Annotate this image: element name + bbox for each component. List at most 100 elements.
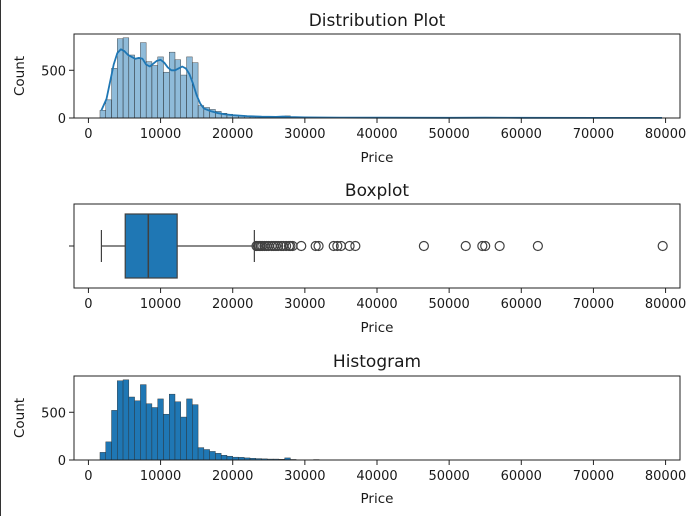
distribution-plot-xlabel: Price [361,150,394,166]
boxplot-xtick-label: 30000 [284,297,325,312]
histogram-bar [117,380,124,461]
distribution-plot-bar [128,54,135,119]
boxplot-xtick-label: 0 [84,297,92,312]
distribution-plot-bar [180,74,187,119]
histogram-xtick-label: 20000 [212,469,253,484]
histogram-bar [186,398,193,461]
histogram-yticks: 0 500 [41,406,74,469]
distribution-plot-bar [111,68,118,119]
distribution-plot-bar [169,51,176,119]
distribution-plot-xtick-label: 0 [84,127,92,142]
histogram-xlabel: Price [361,491,394,507]
histogram-bar [169,393,176,461]
distribution-plot-kde-line [100,48,662,119]
histogram-bar [140,384,147,461]
boxplot-xtick-label: 40000 [356,297,397,312]
histogram-bar [163,413,170,461]
histogram-bar [134,400,141,461]
boxplot-xlabel: Price [361,320,394,336]
distribution-plot-xtick-label: 20000 [212,127,253,142]
boxplot-outlier [532,240,543,252]
distribution-plot-ytick-label: 500 [41,64,66,79]
distribution-plot-xtick-label: 10000 [140,127,181,142]
boxplot-marks [100,213,668,279]
histogram-ytick-label: 500 [41,406,66,421]
histogram-xtick-label: 80000 [645,469,686,484]
histogram-ytick-label: 0 [58,454,66,469]
distribution-plot-xtick-label: 70000 [573,127,614,142]
histogram-xtick-label: 50000 [428,469,469,484]
distribution-plot-yticks: 0 500 [41,64,74,127]
histogram-xtick-label: 40000 [356,469,397,484]
boxplot-outlier [273,240,284,252]
boxplot-xtick-label: 20000 [212,297,253,312]
histogram-xticks: 0 10000 20000 30000 40000 50000 60000 70000 8000… [84,460,686,484]
distribution-plot-xtick-label: 60000 [501,127,542,142]
histogram-title: Histogram [333,352,421,372]
histogram-xtick-label: 0 [84,469,92,484]
histogram-xtick-label: 10000 [140,469,181,484]
boxplot-box [124,213,178,279]
histogram-bar [151,407,158,461]
histogram-bar [226,455,233,461]
distribution-plot-xtick-label: 30000 [284,127,325,142]
boxplot-panel: Boxplot 0 10000 20000 30000 40000 50000 60000 7… [69,181,686,336]
histogram-ylabel: Count [12,398,28,438]
distribution-plot-xtick-label: 50000 [428,127,469,142]
histogram-xtick-label: 30000 [284,469,325,484]
histogram-bar [111,410,118,461]
histogram-xtick-label: 70000 [573,469,614,484]
histogram-bar [174,401,181,461]
histogram-panel: Histogram Count 0 10000 20000 30000 40000 500… [12,352,686,507]
boxplot-outlier [480,240,491,252]
histogram-bar [105,441,112,461]
histogram-bar [157,398,164,461]
boxplot-outlier [344,240,355,252]
distribution-plot-bar [186,56,193,119]
distribution-plot-xtick-label: 40000 [356,127,397,142]
histogram-bar [192,404,199,461]
distribution-plot-ytick-label: 0 [58,112,66,127]
distribution-plot-bar [140,42,147,119]
boxplot-outlier [657,240,668,252]
boxplot-xticks: 0 10000 20000 30000 40000 50000 60000 70000 8000… [84,288,686,312]
histogram-bar [180,416,187,461]
boxplot-outlier [313,240,324,252]
histogram-bar [220,455,228,461]
distribution-plot-xticks: 0 10000 20000 30000 40000 50000 60000 70000 8000… [84,118,686,142]
histogram-bar [215,453,222,461]
boxplot-outlier [477,240,488,252]
distribution-plot-bar [105,99,112,119]
boxplot-title: Boxplot [345,181,410,201]
histogram-bar [209,451,216,461]
boxplot-outlier [350,240,361,252]
distribution-plot-xtick-label: 80000 [645,127,686,142]
boxplot-outlier [494,240,505,252]
histogram-bar [122,379,130,461]
histogram-bar [203,449,210,461]
distribution-plot-bar [157,56,164,119]
histogram-bar [128,396,135,461]
distribution-plot-bar [145,61,153,119]
boxplot-outlier [328,240,339,252]
boxplot-outlier [296,240,307,252]
boxplot-xtick-label: 60000 [501,297,542,312]
boxplot-outlier [332,240,343,252]
distribution-plot-bar [134,58,141,119]
boxplot-xtick-label: 70000 [573,297,614,312]
histogram-xtick-label: 60000 [501,469,542,484]
boxplot-xtick-label: 50000 [428,297,469,312]
distribution-plot-bar [163,71,170,119]
distribution-plot-panel: Distribution Plot Count 0 10000 20000 30000… [12,11,686,166]
boxplot-outlier [460,240,471,252]
histogram-bar [197,447,205,461]
distribution-plot-ylabel: Count [12,56,28,96]
boxplot-xtick-label: 10000 [140,297,181,312]
boxplot-outlier [281,240,292,252]
boxplot-outlier [418,240,429,252]
distribution-plot-bar [151,65,158,119]
histogram-bar [145,403,153,461]
histogram-bar [99,452,106,461]
